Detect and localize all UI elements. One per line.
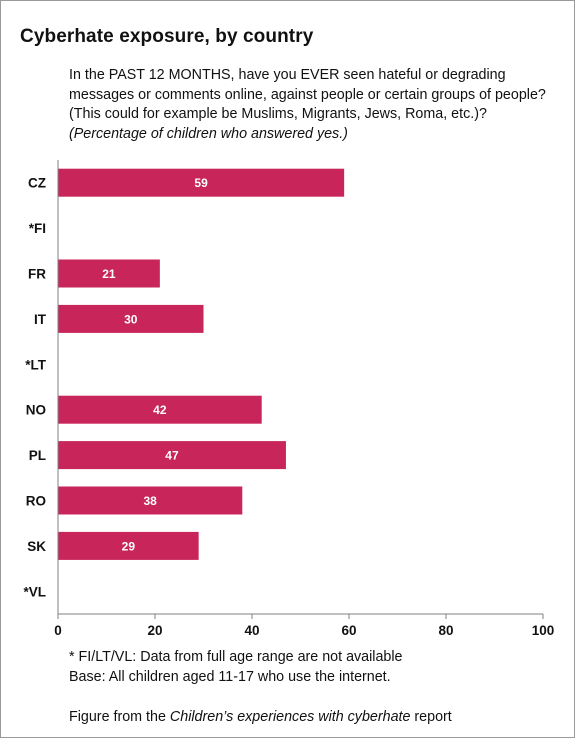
data-label: 30: [124, 312, 138, 326]
data-label: 29: [122, 539, 136, 553]
source-prefix: Figure from the: [69, 709, 170, 725]
bar: [58, 441, 286, 470]
bar: [58, 531, 199, 560]
x-tick-label: 80: [438, 623, 453, 638]
question-line: (This could for example be Muslims, Migr…: [69, 106, 487, 122]
footnotes: * FI/LT/VL: Data from full age range are…: [69, 648, 549, 687]
source-suffix: report: [410, 709, 452, 725]
category-label: *LT: [25, 357, 46, 372]
data-label: 42: [153, 403, 167, 417]
source-note: Figure from the Children’s experiences w…: [69, 709, 452, 725]
category-label: SK: [27, 539, 46, 554]
category-label: FR: [28, 267, 46, 282]
bar: [58, 395, 262, 424]
category-label: *VL: [23, 584, 46, 599]
bar: [58, 168, 345, 197]
bar: [58, 486, 243, 515]
survey-question: In the PAST 12 MONTHS, have you EVER see…: [69, 66, 559, 144]
bar: [58, 304, 204, 333]
x-tick-label: 60: [341, 623, 356, 638]
category-label: *FI: [29, 221, 46, 236]
data-label: 47: [165, 449, 179, 463]
category-label: RO: [26, 494, 46, 509]
category-label: NO: [26, 403, 46, 418]
category-label: CZ: [28, 176, 46, 191]
source-report-title: Children’s experiences with cyberhate: [169, 709, 411, 725]
chart-title: Cyberhate exposure, by country: [20, 26, 314, 47]
footnote-line: * FI/LT/VL: Data from full age range are…: [69, 649, 403, 665]
footnote-line: Base: All children aged 11-17 who use th…: [69, 668, 391, 685]
x-tick-label: 0: [54, 623, 62, 638]
bar: [58, 259, 160, 288]
x-tick-label: 20: [147, 623, 162, 638]
category-label: PL: [29, 448, 46, 463]
question-line: messages or comments online, against peo…: [69, 86, 546, 103]
x-tick-label: 40: [244, 623, 259, 638]
data-label: 38: [143, 494, 157, 508]
question-note: (Percentage of children who answered yes…: [69, 125, 348, 142]
data-label: 59: [194, 176, 208, 190]
x-tick-label: 100: [532, 623, 555, 638]
category-label: IT: [34, 312, 47, 327]
question-line: In the PAST 12 MONTHS, have you EVER see…: [69, 67, 506, 83]
data-label: 21: [102, 267, 116, 281]
